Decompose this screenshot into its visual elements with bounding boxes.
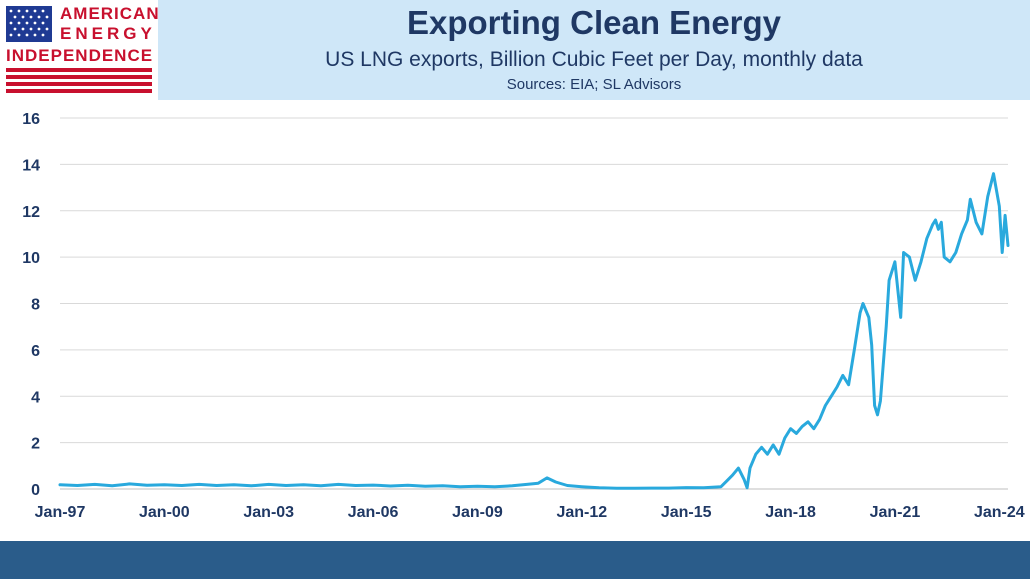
- y-tick-label: 16: [22, 111, 40, 128]
- y-tick-label: 4: [31, 389, 40, 406]
- x-tick-label: Jan-06: [348, 504, 399, 521]
- x-tick-label: Jan-03: [243, 504, 294, 521]
- series-line-0: [58, 172, 1010, 490]
- chart-sources: Sources: EIA; SL Advisors: [506, 76, 682, 93]
- chart-subtitle: US LNG exports, Billion Cubic Feet per D…: [325, 48, 863, 71]
- chart-title: Exporting Clean Energy: [406, 4, 782, 41]
- series-layer: [58, 172, 1010, 490]
- logo-line-2: ENERGY: [60, 24, 156, 43]
- x-tick-label: Jan-97: [35, 504, 86, 521]
- x-tick-label: Jan-21: [870, 504, 921, 521]
- header-band: [158, 0, 1030, 100]
- y-tick-label: 6: [31, 343, 40, 360]
- grid-lines: [60, 117, 1008, 490]
- x-tick-label: Jan-18: [765, 504, 816, 521]
- x-axis-ticks: Jan-97 Jan-00 Jan-03 Jan-06 Jan-09 Jan-12 Jan-…: [35, 504, 1025, 521]
- logo-line-1: AMERICAN: [60, 4, 160, 23]
- y-tick-label: 0: [31, 482, 40, 499]
- x-tick-label: Jan-00: [139, 504, 190, 521]
- y-tick-label: 10: [22, 250, 40, 267]
- y-tick-label: 8: [31, 297, 40, 314]
- us-flag-icon: [6, 6, 52, 42]
- y-tick-label: 14: [22, 157, 40, 174]
- logo: AMERICAN ENERGY INDEPENDENCE: [0, 0, 160, 100]
- logo-line-3: INDEPENDENCE: [6, 46, 154, 65]
- x-tick-label: Jan-12: [556, 504, 607, 521]
- y-axis-ticks: 0 2 4 6 8 10 12 14 16: [22, 111, 40, 499]
- x-tick-label: Jan-24: [974, 504, 1025, 521]
- footer-band: [0, 541, 1030, 579]
- y-tick-label: 2: [31, 436, 40, 453]
- y-tick-label: 12: [22, 204, 40, 221]
- x-tick-label: Jan-15: [661, 504, 712, 521]
- x-tick-label: Jan-09: [452, 504, 503, 521]
- logo-stripes-icon: [6, 68, 152, 93]
